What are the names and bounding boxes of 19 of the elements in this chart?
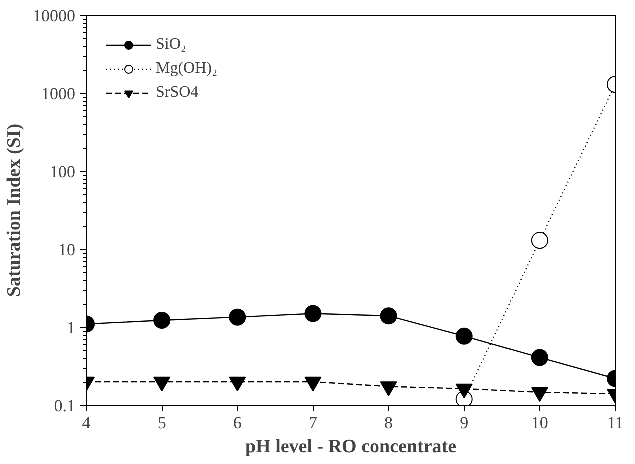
x-tick-label: 8: [384, 414, 394, 432]
legend-label: Mg(OH)₂: [156, 60, 218, 78]
x-tick-label: 11: [607, 414, 624, 432]
x-tick-label: 10: [531, 414, 548, 432]
x-tick-label: 5: [158, 414, 166, 432]
y-axis-title: Saturation Index (SI): [4, 124, 25, 298]
y-tick-label: 1000: [42, 84, 76, 104]
y-tick-label: 100: [50, 162, 76, 182]
x-axis-title: pH level - RO concentrate: [245, 436, 457, 458]
x-tick-label: 7: [308, 414, 318, 432]
y-tick-label: 10: [58, 240, 76, 260]
legend-label: SiO₂: [156, 36, 186, 54]
x-tick-label: 6: [233, 414, 242, 432]
x-tick-label: 9: [460, 414, 469, 432]
y-tick-label: 10000: [33, 6, 76, 26]
legend-label: SrSO4: [156, 84, 199, 102]
y-tick-label: 0.1: [54, 396, 76, 416]
x-tick-label: 4: [82, 414, 92, 432]
y-tick-label: 1: [67, 318, 76, 338]
